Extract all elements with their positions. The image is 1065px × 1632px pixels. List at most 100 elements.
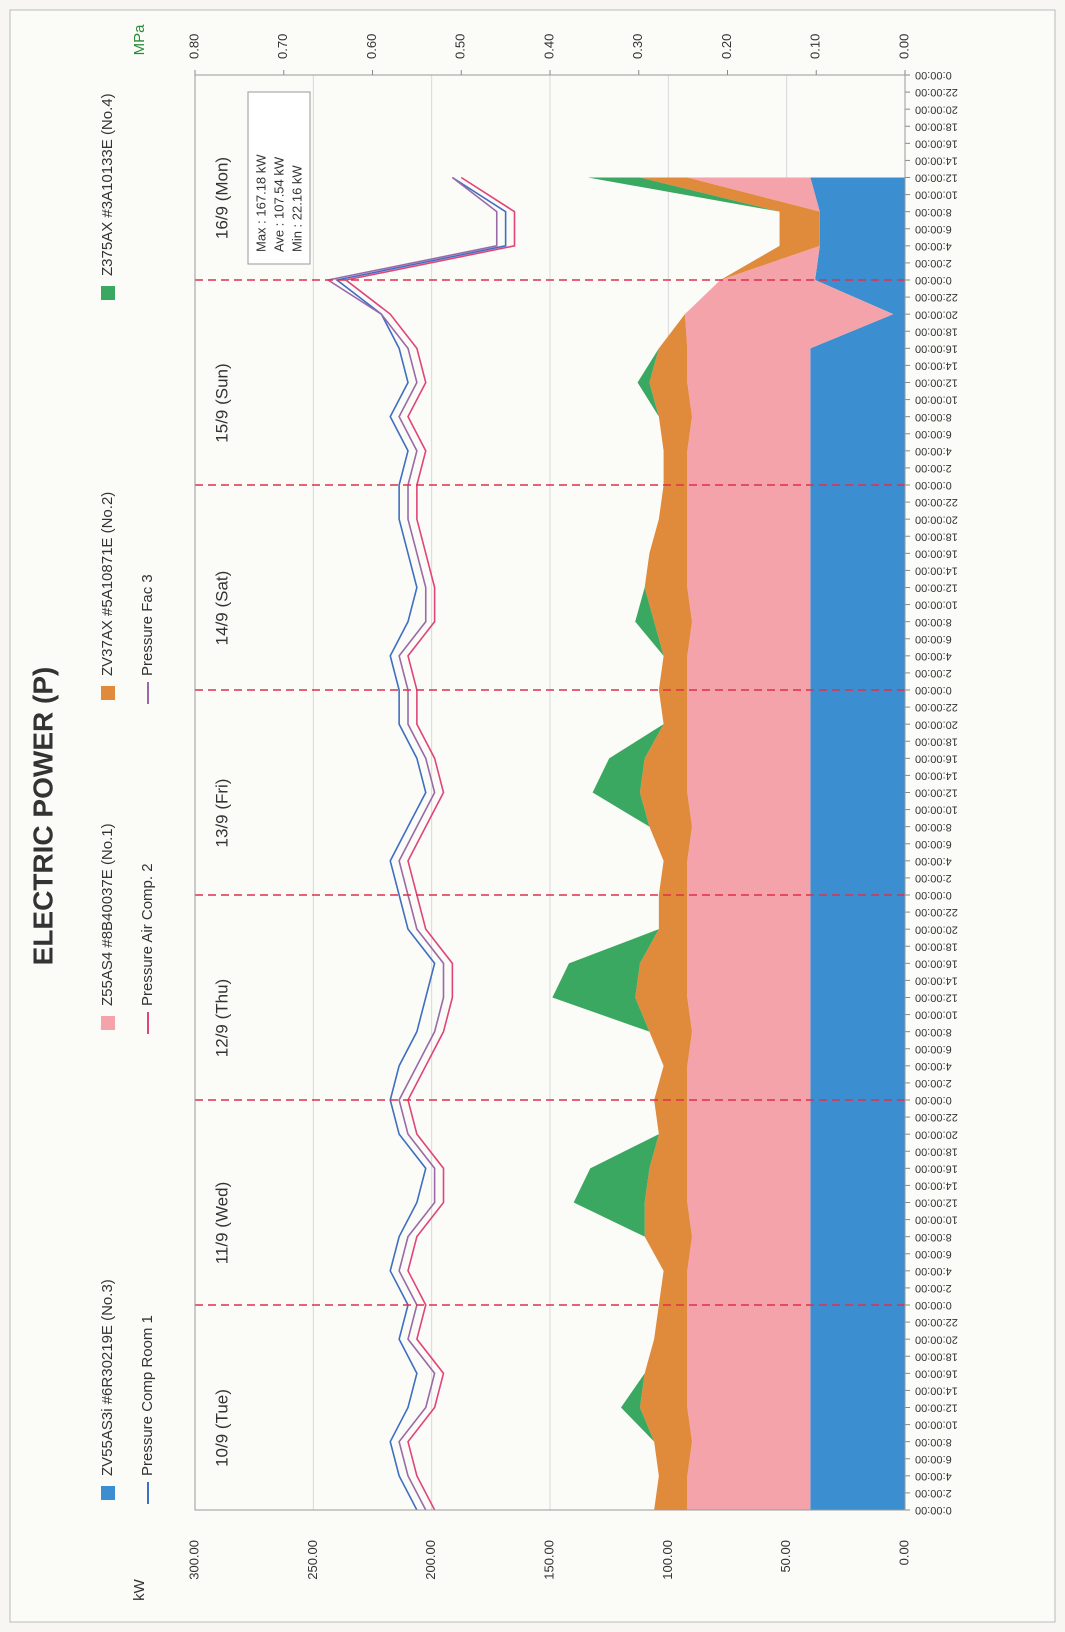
x-tick-label: 2:00:00 [915,462,952,474]
x-tick-label: 4:00:00 [915,1060,952,1072]
x-tick-label: 4:00:00 [915,1470,952,1482]
legend-swatch [101,686,115,700]
x-tick-label: 12:00:00 [915,1197,958,1209]
x-tick-label: 22:00:00 [915,1316,958,1328]
x-tick-label: 16:00:00 [915,547,958,559]
x-tick-label: 14:00:00 [915,975,958,987]
x-tick-label: 16:00:00 [915,1367,958,1379]
x-tick-label: 16:00:00 [915,137,958,149]
x-tick-label: 14:00:00 [915,1180,958,1192]
legend-label: Z375AX #3A10133E (No.4) [99,93,116,276]
x-tick-label: 6:00:00 [915,1248,952,1260]
x-tick-label: 18:00:00 [915,325,958,337]
x-tick-label: 20:00:00 [915,308,958,320]
x-tick-label: 12:00:00 [915,1402,958,1414]
y-tick-label: 250.00 [305,1540,320,1580]
day-label: 16/9 (Mon) [212,157,231,239]
x-tick-label: 2:00:00 [915,872,952,884]
y-tick-label: 300.00 [186,1540,201,1580]
x-tick-label: 0:00:00 [915,1094,952,1106]
x-tick-label: 20:00:00 [915,513,958,525]
day-label: 12/9 (Thu) [212,979,231,1057]
legend-label: ZV55AS3i #6R30219E (No.3) [99,1279,116,1476]
x-tick-label: 10:00:00 [915,1214,958,1226]
x-tick-label: 6:00:00 [915,1453,952,1465]
x-tick-label: 10:00:00 [915,1009,958,1021]
y-tick-label: 200.00 [423,1540,438,1580]
day-label: 10/9 (Tue) [212,1389,231,1467]
x-tick-label: 18:00:00 [915,735,958,747]
y-tick-label: 150.00 [541,1540,556,1580]
x-tick-label: 8:00:00 [915,821,952,833]
x-tick-label: 22:00:00 [915,86,958,98]
legend-swatch [101,1486,115,1500]
legend-label: Pressure Fac 3 [139,574,156,676]
legend-label: Pressure Air Comp. 2 [139,863,156,1006]
y2-tick-label: 0.40 [541,34,556,59]
x-tick-label: 0:00:00 [915,1299,952,1311]
legend-label: Z55AS4 #8B40037E (No.1) [99,823,116,1006]
x-tick-label: 12:00:00 [915,992,958,1004]
x-tick-label: 0:00:00 [915,684,952,696]
legend-label: Pressure Comp Room 1 [139,1315,156,1476]
x-tick-label: 16:00:00 [915,342,958,354]
annotation: Max : 167.18 kW [253,154,268,252]
y-tick-label: 0.00 [896,1540,911,1565]
y-tick-label: 100.00 [660,1540,675,1580]
x-tick-label: 12:00:00 [915,582,958,594]
x-tick-label: 8:00:00 [915,206,952,218]
day-label: 14/9 (Sat) [212,571,231,646]
x-tick-label: 6:00:00 [915,428,952,440]
x-tick-label: 6:00:00 [915,1043,952,1055]
x-tick-label: 0:00:00 [915,479,952,491]
day-label: 15/9 (Sun) [212,363,231,442]
y2-tick-label: 0.10 [808,34,823,59]
annotation: Min : 22.16 kW [289,165,304,252]
x-tick-label: 2:00:00 [915,667,952,679]
y2-tick-label: 0.00 [896,34,911,59]
x-tick-label: 6:00:00 [915,633,952,645]
y2-tick-label: 0.60 [364,34,379,59]
plot-root: ELECTRIC POWER (P) kW MPa Max : 167.18 k… [10,10,1055,1622]
x-tick-label: 2:00:00 [915,1077,952,1089]
y-tick-label: 50.00 [778,1540,793,1573]
x-tick-label: 2:00:00 [915,257,952,269]
x-tick-label: 10:00:00 [915,1419,958,1431]
x-tick-label: 22:00:00 [915,496,958,508]
x-tick-label: 18:00:00 [915,1350,958,1362]
legend-label: ZV37AX #5A10871E (No.2) [99,492,116,676]
x-tick-label: 4:00:00 [915,240,952,252]
x-tick-label: 14:00:00 [915,155,958,167]
x-tick-label: 22:00:00 [915,1111,958,1123]
x-tick-label: 18:00:00 [915,1145,958,1157]
x-tick-label: 10:00:00 [915,189,958,201]
x-tick-label: 12:00:00 [915,172,958,184]
x-tick-label: 20:00:00 [915,718,958,730]
x-tick-label: 10:00:00 [915,394,958,406]
day-label: 13/9 (Fri) [212,779,231,848]
x-tick-label: 8:00:00 [915,1026,952,1038]
y2-tick-label: 0.50 [453,34,468,59]
x-tick-label: 22:00:00 [915,701,958,713]
x-tick-label: 10:00:00 [915,804,958,816]
x-tick-label: 20:00:00 [915,103,958,115]
x-tick-label: 22:00:00 [915,291,958,303]
x-tick-label: 20:00:00 [915,1128,958,1140]
x-tick-label: 16:00:00 [915,1162,958,1174]
x-tick-label: 8:00:00 [915,1231,952,1243]
x-tick-label: 2:00:00 [915,1487,952,1499]
x-tick-label: 14:00:00 [915,360,958,372]
x-tick-label: 16:00:00 [915,752,958,764]
x-tick-label: 18:00:00 [915,120,958,132]
x-tick-label: 4:00:00 [915,855,952,867]
y2-tick-label: 0.80 [186,34,201,59]
x-tick-label: 16:00:00 [915,957,958,969]
x-tick-label: 0:00:00 [915,274,952,286]
x-tick-label: 18:00:00 [915,940,958,952]
x-tick-label: 10:00:00 [915,599,958,611]
x-tick-label: 2:00:00 [915,1282,952,1294]
x-tick-label: 8:00:00 [915,616,952,628]
x-tick-label: 14:00:00 [915,565,958,577]
x-tick-label: 20:00:00 [915,1333,958,1345]
y2-axis-label: MPa [131,24,148,56]
